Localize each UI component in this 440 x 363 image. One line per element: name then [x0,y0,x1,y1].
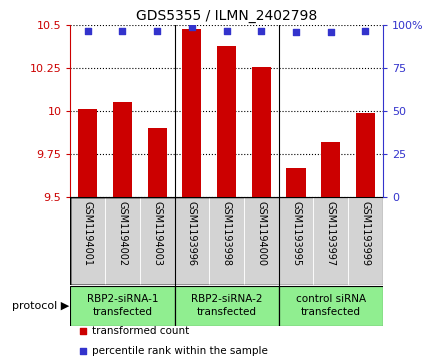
Title: GDS5355 / ILMN_2402798: GDS5355 / ILMN_2402798 [136,9,317,23]
Point [119,28,126,33]
Text: protocol ▶: protocol ▶ [12,301,70,311]
Text: control siRNA
transfected: control siRNA transfected [296,294,366,317]
Bar [244,197,279,285]
Text: RBP2-siRNA-1
transfected: RBP2-siRNA-1 transfected [87,294,158,317]
Text: GSM1194001: GSM1194001 [83,201,93,266]
Point [337,111,344,117]
Bar [356,113,375,197]
Bar [252,66,271,197]
Bar [279,286,383,326]
Point [293,29,300,35]
Bar [105,197,140,285]
Text: GSM1193998: GSM1193998 [222,201,231,266]
Text: GSM1193995: GSM1193995 [291,201,301,266]
Text: percentile rank within the sample: percentile rank within the sample [92,346,268,356]
Text: GSM1194002: GSM1194002 [117,201,128,266]
Bar [217,46,236,197]
Text: GSM1193997: GSM1193997 [326,201,336,266]
Bar [70,197,105,285]
Point [258,28,265,33]
Text: GSM1193999: GSM1193999 [360,201,370,266]
Bar [140,197,175,285]
Bar [313,197,348,285]
Point [327,29,334,35]
Text: transformed count: transformed count [92,326,190,336]
Bar [70,286,175,326]
Bar [279,197,313,285]
Bar [113,102,132,197]
Point [223,28,230,33]
Bar [175,197,209,285]
Text: GSM1193996: GSM1193996 [187,201,197,266]
Bar [321,142,340,197]
Bar [78,109,97,197]
Point [362,28,369,33]
Bar [286,168,305,197]
Bar [148,128,167,197]
Text: GSM1194003: GSM1194003 [152,201,162,266]
Text: RBP2-siRNA-2
transfected: RBP2-siRNA-2 transfected [191,294,262,317]
Point [84,28,91,33]
Text: GSM1194000: GSM1194000 [257,201,266,266]
Point [337,298,344,304]
Bar [175,286,279,326]
Point [188,24,195,30]
Bar [182,29,202,197]
Bar [209,197,244,285]
Point [154,28,161,33]
Bar [348,197,383,285]
